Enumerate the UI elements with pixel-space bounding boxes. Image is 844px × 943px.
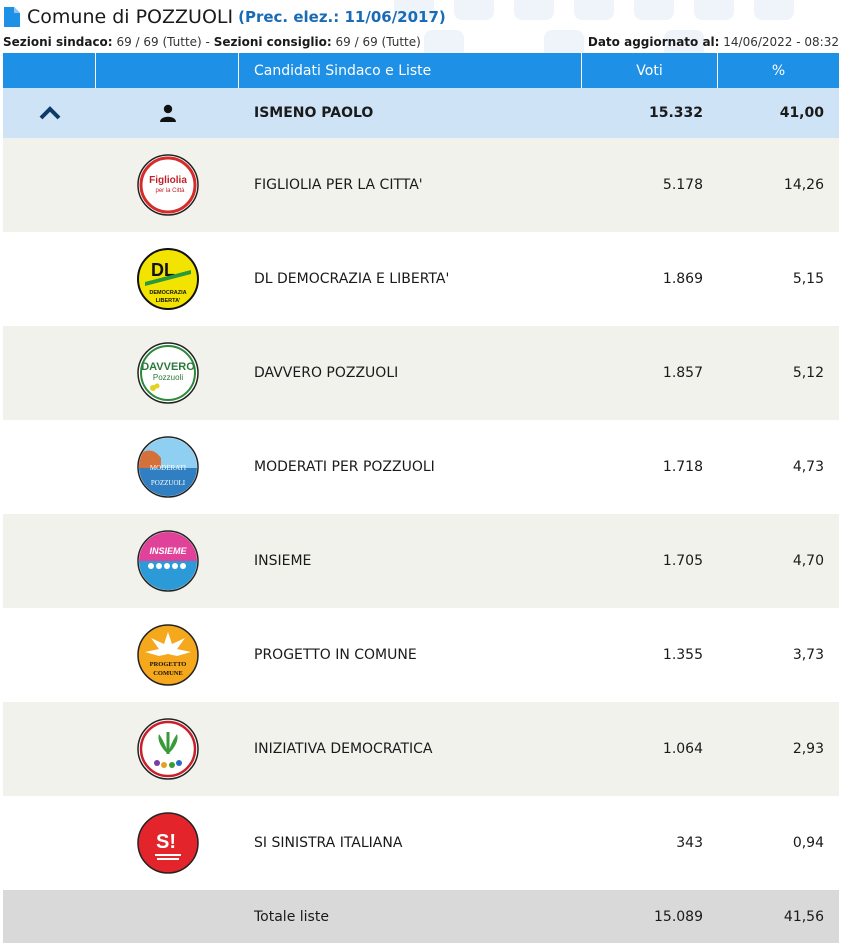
header-cell-toggle (3, 53, 96, 88)
svg-text:Pozzuoli: Pozzuoli (152, 373, 182, 382)
page-title: Comune di POZZUOLI (27, 6, 234, 28)
table-header: Candidati Sindaco e Liste Voti % (3, 53, 839, 88)
chevron-up-icon[interactable] (39, 106, 61, 120)
candidate-row[interactable]: ISMENO PAOLO 15.332 41,00 (3, 88, 839, 138)
list-votes: 1.064 (662, 741, 703, 757)
davvero-logo: DAVVERO Pozzuoli (136, 342, 199, 404)
svg-text:Figliolia: Figliolia (149, 175, 187, 186)
list-row: Figliolia per la Città FIGLIOLIA PER LA … (3, 138, 839, 232)
list-name: DL DEMOCRAZIA E LIBERTA' (254, 271, 450, 287)
svg-text:DL: DL (151, 260, 175, 280)
list-votes: 5.178 (662, 177, 703, 193)
svg-text:DEMOCRAZIA: DEMOCRAZIA (149, 290, 186, 296)
header-cell-votes: Voti (582, 53, 718, 88)
progetto-comune-logo: PROGETTO COMUNE (136, 624, 199, 686)
svg-text:POZZUOLI: POZZUOLI (150, 479, 185, 487)
svg-text:DAVVERO: DAVVERO (141, 361, 195, 373)
moderati-logo: MODERATI POZZUOLI (136, 436, 199, 498)
candidate-name: ISMENO PAOLO (254, 105, 374, 121)
sezioni-info: Sezioni sindaco: 69 / 69 (Tutte) - Sezio… (3, 35, 421, 51)
svg-text:PROGETTO: PROGETTO (149, 661, 186, 668)
section-info: Sezioni sindaco: 69 / 69 (Tutte) - Sezio… (3, 35, 839, 51)
sezioni-sindaco-value: 69 / 69 (Tutte) (116, 35, 202, 49)
list-percent: 4,70 (792, 553, 824, 569)
list-row: PROGETTO COMUNE PROGETTO IN COMUNE 1.355… (3, 608, 839, 702)
list-name: INSIEME (254, 553, 312, 569)
list-row: INSIEME INSIEME 1.705 4,70 (3, 514, 839, 608)
svg-text:MODERATI: MODERATI (149, 464, 186, 472)
header-cell-candidates: Candidati Sindaco e Liste (239, 53, 582, 88)
list-name: INIZIATIVA DEMOCRATICA (254, 741, 433, 757)
list-percent: 0,94 (792, 835, 824, 851)
list-percent: 5,12 (792, 365, 824, 381)
svg-text:LIBERTA': LIBERTA' (155, 298, 180, 304)
page-header: Comune di POZZUOLI (Prec. elez.: 11/06/2… (4, 4, 446, 30)
results-table: Candidati Sindaco e Liste Voti % ISMENO … (3, 53, 839, 943)
svg-text:per la Città: per la Città (155, 188, 185, 194)
list-name: MODERATI PER POZZUOLI (254, 459, 435, 475)
document-icon (4, 7, 20, 27)
list-votes: 343 (676, 835, 703, 851)
sezioni-consiglio-value: 69 / 69 (Tutte) (335, 35, 421, 49)
list-votes: 1.869 (662, 271, 703, 287)
list-name: FIGLIOLIA PER LA CITTA' (254, 177, 423, 193)
svg-text:S!: S! (156, 831, 176, 853)
previous-election-link[interactable]: (Prec. elez.: 11/06/2017) (238, 8, 446, 26)
list-name: SI SINISTRA ITALIANA (254, 835, 403, 851)
svg-text:INSIEME: INSIEME (149, 546, 187, 556)
list-votes: 1.718 (662, 459, 703, 475)
list-percent: 5,15 (792, 271, 824, 287)
list-votes: 1.705 (662, 553, 703, 569)
sinistra-italiana-logo: S! (136, 812, 199, 874)
list-name: DAVVERO POZZUOLI (254, 365, 399, 381)
list-votes: 1.355 (662, 647, 703, 663)
sezioni-consiglio-label: Sezioni consiglio: (213, 35, 332, 49)
list-percent: 2,93 (792, 741, 824, 757)
background-pattern (394, 0, 794, 60)
list-row: DL DEMOCRAZIA LIBERTA' DL DEMOCRAZIA E L… (3, 232, 839, 326)
figliolia-logo: Figliolia per la Città (136, 154, 199, 216)
iniziativa-democratica-logo (136, 718, 199, 780)
list-row: S! SI SINISTRA ITALIANA 343 0,94 (3, 796, 839, 890)
insieme-logo: INSIEME (136, 530, 199, 592)
totale-label: Totale liste (254, 908, 329, 925)
svg-text:COMUNE: COMUNE (153, 670, 183, 677)
updated-label: Dato aggiornato al: (587, 35, 720, 49)
totale-row: Totale liste 15.089 41,56 (3, 890, 839, 943)
header-cell-logo (96, 53, 239, 88)
separator: - (201, 35, 214, 49)
update-info: Dato aggiornato al: 14/06/2022 - 08:32 (588, 35, 839, 51)
sezioni-sindaco-label: Sezioni sindaco: (3, 35, 113, 49)
list-name: PROGETTO IN COMUNE (254, 647, 417, 663)
list-row: INIZIATIVA DEMOCRATICA 1.064 2,93 (3, 702, 839, 796)
list-votes: 1.857 (662, 365, 703, 381)
list-percent: 3,73 (792, 647, 824, 663)
collapse-toggle[interactable] (3, 106, 96, 120)
list-row: DAVVERO Pozzuoli DAVVERO POZZUOLI 1.857 … (3, 326, 839, 420)
totale-votes: 15.089 (654, 908, 703, 925)
candidate-votes: 15.332 (648, 105, 703, 121)
updated-value: 14/06/2022 - 08:32 (723, 35, 839, 49)
list-percent: 4,73 (792, 459, 824, 475)
list-row: MODERATI POZZUOLI MODERATI PER POZZUOLI … (3, 420, 839, 514)
dl-logo: DL DEMOCRAZIA LIBERTA' (136, 248, 199, 310)
person-icon (159, 104, 176, 122)
list-percent: 14,26 (783, 177, 824, 193)
candidate-percent: 41,00 (779, 105, 824, 121)
totale-percent: 41,56 (783, 908, 824, 925)
header-cell-percent: % (771, 62, 786, 79)
